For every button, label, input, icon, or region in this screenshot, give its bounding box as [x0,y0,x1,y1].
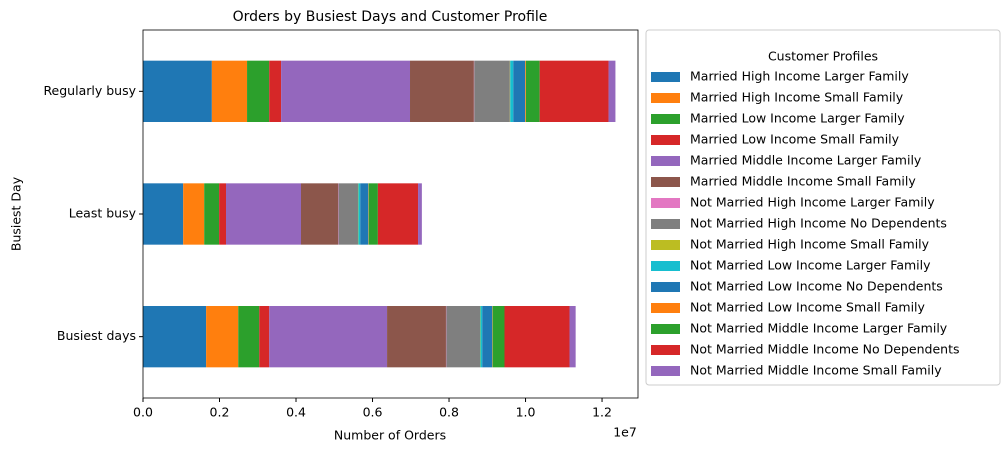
bar-segment [226,183,301,245]
legend-label: Married High Income Larger Family [690,69,909,84]
bar-segment [143,183,184,245]
legend-swatch [651,261,680,271]
bar-segment [510,60,514,122]
bar-segment [474,60,510,122]
y-tick-label: Least busy [69,206,137,221]
legend-label: Married Middle Income Small Family [690,174,916,189]
bar-segment [269,60,282,122]
legend-swatch [651,345,680,355]
plot-frame [142,29,639,399]
legend-swatch [651,93,680,103]
bar-segment [204,183,220,245]
legend-swatch [651,303,680,313]
x-tick-label: 1.0 [516,405,536,420]
legend-swatch [651,240,680,250]
bar-segment [368,183,378,245]
bar-segment [482,306,493,368]
legend-label: Married Middle Income Larger Family [690,153,922,168]
bar-segment [338,183,358,245]
legend-swatch [651,324,680,334]
legend-label: Not Married Middle Income Larger Family [690,321,948,336]
bar-segment [360,183,369,245]
chart-title: Orders by Busiest Days and Customer Prof… [233,9,548,25]
legend-swatch [651,135,680,145]
bar-segment [387,306,446,368]
bar-segment [539,60,609,122]
bar-segment [269,306,388,368]
legend-swatch [651,198,680,208]
bar-segment [525,60,526,122]
x-tick-label: 0.2 [210,405,230,420]
bar-segment [183,183,205,245]
bar-segment [513,60,526,122]
legend-swatch [651,177,680,187]
x-tick-label: 0.4 [286,405,306,420]
legend-box [645,29,1001,386]
bar-segment [281,60,411,122]
legend-swatch [651,282,680,292]
bar-segment [480,306,483,368]
x-offset-label: 1e7 [613,425,637,440]
y-axis-label: Busiest Day [9,176,24,251]
bar-segment [211,60,248,122]
legend-label: Married Low Income Small Family [690,132,900,147]
legend-label: Not Married Middle Income No Dependents [690,342,959,357]
legend-swatch [651,114,680,124]
legend-swatch [651,366,680,376]
y-tick-label: Busiest days [57,328,136,343]
bar-segment [569,306,576,368]
legend-swatch [651,219,680,229]
legend-label: Married High Income Small Family [690,90,904,105]
legend-title: Customer Profiles [768,49,878,64]
bar-segment [418,183,422,245]
legend-label: Not Married Low Income Small Family [690,300,926,315]
bar-segment [143,306,207,368]
legend-label: Not Married High Income Larger Family [690,195,935,210]
bar-segment [143,60,212,122]
legend-swatch [651,156,680,166]
y-tick-label: Regularly busy [43,83,136,98]
bar-segment [259,306,270,368]
bar-segment [247,60,270,122]
legend-label: Not Married Middle Income Small Family [690,363,942,378]
legend-label: Not Married High Income Small Family [690,237,930,252]
legend-swatch [651,72,680,82]
x-tick-label: 0.8 [439,405,459,420]
bar-segment [206,306,239,368]
bar-segment [300,183,339,245]
legend-label: Not Married Low Income No Dependents [690,279,943,294]
bar-segment [358,183,361,245]
bar-segment [410,60,474,122]
x-tick-label: 1.2 [592,405,612,420]
bar-segment [446,306,481,368]
x-tick-label: 0.0 [133,405,153,420]
x-axis-label: Number of Orders [334,428,446,443]
legend-label: Not Married High Income No Dependents [690,216,947,231]
bar-segment [525,60,540,122]
bar-segment [608,60,616,122]
bar-segment [504,306,570,368]
legend-label: Not Married Low Income Larger Family [690,258,931,273]
legend-label: Married Low Income Larger Family [690,111,905,126]
x-tick-label: 0.6 [363,405,383,420]
bar-segment [219,183,227,245]
bar-segment [238,306,260,368]
bar-segment [492,306,505,368]
bar-segment [377,183,419,245]
